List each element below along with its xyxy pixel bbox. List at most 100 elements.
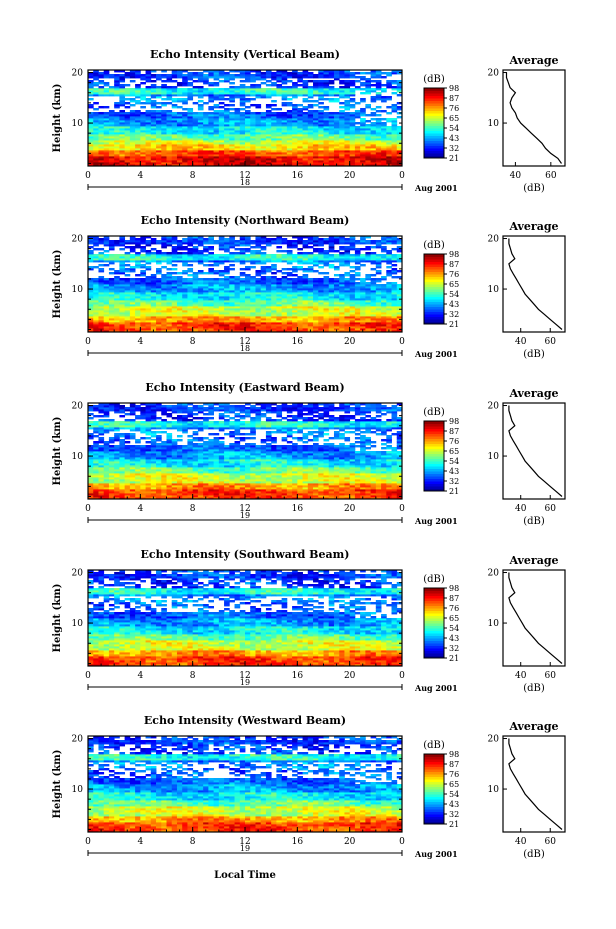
heatmap-cell bbox=[391, 70, 398, 73]
heatmap-cell bbox=[166, 260, 173, 263]
heatmap-cell bbox=[129, 322, 136, 325]
heatmap-cell bbox=[176, 92, 183, 95]
heatmap-cell bbox=[203, 124, 209, 127]
heatmap-cell bbox=[192, 154, 199, 157]
heatmap-cell bbox=[114, 314, 120, 317]
heatmap-cell bbox=[182, 264, 188, 267]
heatmap-cell bbox=[103, 326, 110, 329]
heatmap-cell bbox=[365, 274, 371, 277]
colorbar-segment bbox=[424, 150, 444, 154]
colorbar-segment bbox=[424, 113, 444, 116]
colorbar-segment bbox=[424, 108, 444, 111]
heatmap-cell bbox=[140, 142, 146, 145]
heatmap-cell bbox=[375, 298, 382, 301]
heatmap-cell bbox=[307, 124, 314, 127]
heatmap-cell bbox=[150, 284, 157, 287]
heatmap-cell bbox=[135, 136, 141, 139]
heatmap-cell bbox=[349, 274, 356, 277]
heatmap-cell bbox=[166, 120, 173, 123]
heatmap-cell bbox=[203, 248, 209, 251]
heatmap-cell bbox=[182, 136, 188, 139]
heatmap-cell bbox=[302, 298, 309, 301]
heatmap-cell bbox=[370, 280, 377, 283]
heatmap-cell bbox=[203, 94, 209, 97]
heatmap-cell bbox=[370, 164, 377, 167]
colorbar-segment bbox=[424, 110, 444, 114]
heatmap-cell bbox=[391, 298, 398, 301]
heatmap-cell bbox=[333, 320, 340, 323]
heatmap-cell bbox=[360, 300, 366, 303]
heatmap-cell bbox=[265, 106, 272, 109]
heatmap-cell bbox=[108, 86, 115, 89]
heatmap-cell bbox=[124, 294, 131, 297]
colorbar-segment bbox=[424, 140, 444, 144]
heatmap-cell bbox=[365, 278, 371, 281]
heatmap-cell bbox=[260, 126, 267, 129]
x-tick-label: 0 bbox=[85, 171, 91, 181]
heatmap-cell bbox=[344, 302, 351, 305]
heatmap-cell bbox=[119, 278, 126, 281]
heatmap-cell bbox=[318, 112, 324, 115]
heatmap-cell bbox=[381, 90, 387, 93]
heatmap-cell bbox=[129, 312, 136, 315]
heatmap-cell bbox=[250, 120, 256, 123]
heatmap-cell bbox=[344, 298, 351, 301]
heatmap-cell bbox=[145, 144, 152, 147]
heatmap-cell bbox=[98, 284, 105, 287]
heatmap-cell bbox=[360, 240, 366, 243]
heatmap-cell bbox=[344, 140, 351, 143]
heatmap-cell bbox=[145, 92, 152, 95]
heatmap-cell bbox=[166, 252, 173, 255]
heatmap-cell bbox=[333, 260, 340, 263]
heatmap-cell bbox=[119, 76, 126, 79]
heatmap-cell bbox=[344, 320, 351, 323]
heatmap-cell bbox=[203, 322, 209, 325]
heatmap-cell bbox=[349, 246, 356, 249]
heatmap-cell bbox=[108, 298, 115, 301]
heatmap-cell bbox=[197, 134, 204, 137]
heatmap-cell bbox=[187, 274, 194, 277]
heatmap-cell bbox=[156, 286, 162, 289]
heatmap-cell bbox=[286, 150, 293, 153]
heatmap-cell bbox=[323, 82, 330, 85]
heatmap-cell bbox=[108, 240, 115, 243]
heatmap-cell bbox=[391, 120, 398, 123]
heatmap-cell bbox=[203, 290, 209, 293]
heatmap-cell bbox=[218, 92, 225, 95]
heatmap-cell bbox=[213, 78, 220, 81]
heatmap-cell bbox=[328, 80, 335, 83]
heatmap-cell bbox=[161, 322, 167, 325]
heatmap-cell bbox=[218, 158, 225, 161]
heatmap-cell bbox=[176, 278, 183, 281]
heatmap-cell bbox=[161, 134, 167, 137]
heatmap-cell bbox=[161, 252, 167, 255]
heatmap-cell bbox=[245, 308, 251, 311]
heatmap-cell bbox=[129, 80, 136, 83]
heatmap-cell bbox=[307, 116, 314, 119]
heatmap-cell bbox=[318, 260, 324, 263]
heatmap-cell bbox=[187, 280, 194, 283]
heatmap-cell bbox=[250, 84, 256, 87]
heatmap-cell bbox=[349, 298, 356, 301]
heatmap-cell bbox=[250, 262, 256, 265]
heatmap-cell bbox=[271, 138, 277, 141]
heatmap-cell bbox=[192, 320, 199, 323]
heatmap-cell bbox=[103, 282, 110, 285]
heatmap-cell bbox=[129, 320, 136, 323]
heatmap-cell bbox=[224, 238, 230, 241]
heatmap-cell bbox=[386, 302, 392, 305]
heatmap-cell bbox=[135, 114, 141, 117]
heatmap-cell bbox=[229, 328, 235, 331]
heatmap-cell bbox=[93, 294, 99, 297]
heatmap-cell bbox=[354, 114, 361, 117]
heatmap-cell bbox=[229, 256, 235, 259]
heatmap-cell bbox=[176, 156, 183, 159]
heatmap-cell bbox=[119, 78, 126, 81]
heatmap-cell bbox=[323, 142, 330, 145]
heatmap-cell bbox=[213, 138, 220, 141]
heatmap-cell bbox=[156, 256, 162, 259]
heatmap-cell bbox=[88, 260, 94, 263]
heatmap-cell bbox=[171, 290, 178, 293]
heatmap-cell bbox=[103, 256, 110, 259]
heatmap-cell bbox=[145, 132, 152, 135]
